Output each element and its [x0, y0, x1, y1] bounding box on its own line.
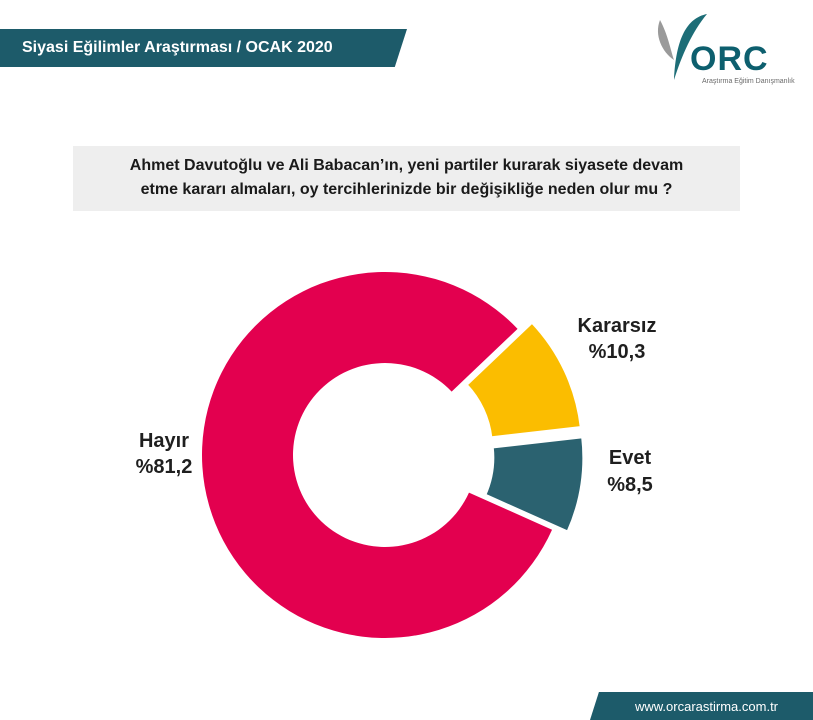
donut-slice-kararsz — [464, 319, 583, 440]
orc-logo: ORC Araştırma Eğitim Danışmanlık — [652, 10, 802, 90]
header-banner: Siyasi Eğilimler Araştırması / OCAK 2020 — [0, 29, 407, 67]
question-box: Ahmet Davutoğlu ve Ali Babacan’ın, yeni … — [73, 146, 740, 211]
label-hayir-value: %81,2 — [136, 456, 193, 478]
label-kararsiz-value: %10,3 — [589, 341, 646, 363]
donut-slice-evet — [482, 435, 586, 535]
label-evet-value: %8,5 — [607, 474, 653, 496]
question-line-2: etme kararı almaları, oy tercihlerinizde… — [140, 181, 673, 198]
logo-text: ORC — [690, 40, 769, 78]
label-hayir-name: Hayır — [139, 430, 189, 452]
logo-subtitle: Araştırma Eğitim Danışmanlık — [702, 78, 795, 85]
donut-slice-hayr — [201, 271, 553, 638]
footer-banner: www.orcarastirma.com.tr — [590, 692, 813, 720]
leaf-logo-icon — [657, 14, 707, 80]
label-kararsiz-name: Kararsız — [578, 315, 657, 337]
question-line-1: Ahmet Davutoğlu ve Ali Babacan’ın, yeni … — [129, 157, 684, 174]
header-title: Siyasi Eğilimler Araştırması / OCAK 2020 — [22, 39, 333, 56]
footer-url: www.orcarastirma.com.tr — [634, 698, 779, 714]
label-evet-name: Evet — [609, 447, 652, 469]
